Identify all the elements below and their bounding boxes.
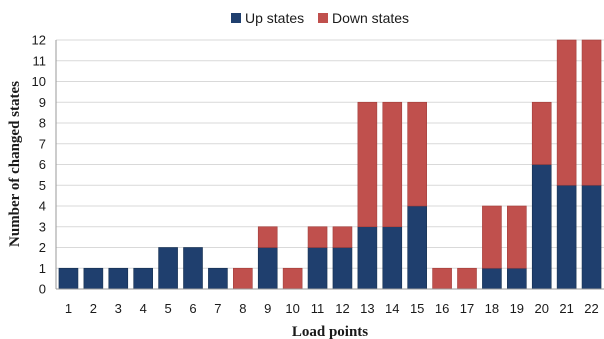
bar-down-states [482,205,502,269]
x-tick-label: 5 [164,301,171,316]
x-tick-label: 16 [435,301,449,316]
bar-up-states [507,267,527,290]
x-tick-label: 22 [584,301,598,316]
x-tick-label: 13 [360,301,374,316]
bar-down-states [257,226,278,248]
y-tick-label: 12 [32,33,46,48]
bar-up-states [58,267,79,290]
bar-down-states [457,267,477,290]
x-tick-label: 19 [510,301,524,316]
x-tick-label: 10 [285,301,299,316]
x-tick-label: 2 [90,301,97,316]
bar-up-states [307,247,328,290]
x-tick-label: 17 [460,301,474,316]
legend-label-down-states: Down states [332,10,409,26]
bar-down-states [332,226,353,248]
bar-up-states [158,247,178,290]
bar-down-states [233,267,253,290]
bar-up-states [482,267,502,290]
x-tick-label: 1 [65,301,72,316]
x-tick-label: 8 [239,301,246,316]
y-tick-label: 7 [39,136,46,151]
bar-up-states [208,267,228,290]
y-tick-label: 8 [39,116,46,131]
bar-down-states [357,101,378,228]
x-tick-label: 18 [485,301,499,316]
bar-down-states [282,267,303,290]
y-tick-label: 2 [39,240,46,255]
x-tick-label: 4 [140,301,147,316]
bar-down-states [432,267,452,290]
y-tick-label: 10 [32,74,46,89]
bar-up-states [257,247,278,290]
bar-up-states [332,247,353,290]
y-axis-title: Number of changed states [7,81,23,247]
y-tick-label: 0 [39,282,46,297]
x-tick-label: 20 [534,301,548,316]
y-tick-label: 11 [33,53,47,68]
y-tick-label: 4 [39,199,46,214]
bar-down-states [307,226,328,248]
legend-label-up-states: Up states [245,10,304,26]
x-tick-label: 6 [189,301,196,316]
gridlines [56,39,604,269]
legend-item-down-states: Down states [318,10,409,26]
bar-down-states [556,39,577,186]
bars [58,39,602,290]
bar-up-states [407,205,427,290]
bar-down-states [507,205,527,269]
x-tick-labels: 1 2 3 4 5 6 7 8 9 10 11 12 13 14 15 16 17 18 19 20 21 22 [65,301,599,316]
x-tick-label: 12 [335,301,349,316]
x-axis-title: Load points [292,324,368,339]
bar-down-states [531,101,552,165]
bar-up-states [83,267,104,290]
legend-swatch-up-states [231,13,241,23]
x-tick-label: 21 [559,301,573,316]
bar-up-states [556,184,577,290]
bar-up-states [581,184,602,290]
x-tick-label: 7 [214,301,221,316]
bar-up-states [382,226,403,290]
bar-up-states [183,247,203,290]
x-tick-label: 9 [264,301,271,316]
x-tick-label: 15 [410,301,424,316]
bar-down-states [407,101,427,207]
bar-up-states [108,267,129,290]
bar-down-states [581,39,602,186]
bar-up-states [531,164,552,290]
y-tick-label: 5 [39,178,46,193]
bar-down-states [382,101,403,228]
x-tick-label: 3 [115,301,122,316]
bar-up-states [357,226,378,290]
x-tick-label: 14 [385,301,399,316]
x-tick-label: 11 [311,301,325,316]
legend-item-up-states: Up states [231,10,304,26]
y-tick-label: 3 [39,219,46,234]
bar-up-states [133,267,153,290]
y-tick-label: 9 [39,95,46,110]
y-tick-label: 6 [39,157,46,172]
y-tick-label: 1 [39,261,46,276]
legend-swatch-down-states [318,13,328,23]
legend: Up states Down states [231,10,409,26]
